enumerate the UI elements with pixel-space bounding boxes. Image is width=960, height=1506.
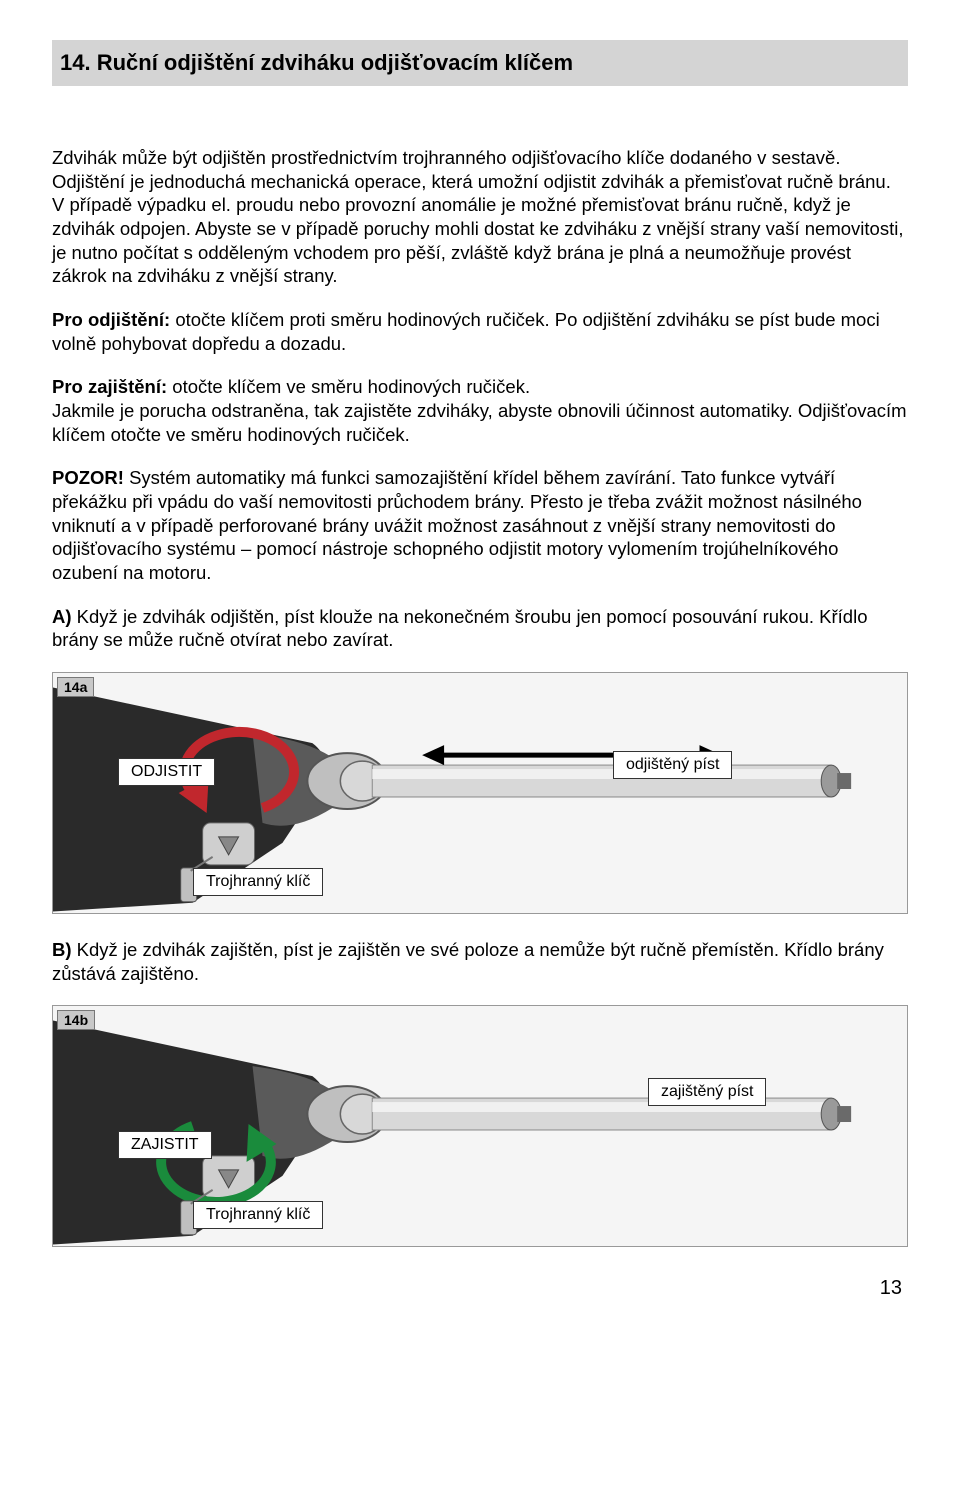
paragraph-warning: POZOR! Systém automatiky má funkci samoz… — [52, 466, 908, 584]
paragraph-b: B) Když je zdvihák zajištěn, píst je zaj… — [52, 938, 908, 985]
paragraph-a: A) Když je zdvihák odjištěn, píst klouže… — [52, 605, 908, 652]
paragraph-lock: Pro zajištění: otočte klíčem ve směru ho… — [52, 375, 908, 446]
paragraph-1: Zdvihák může být odjištěn prostřednictví… — [52, 146, 908, 288]
page-number: 13 — [52, 1277, 908, 1300]
a-label: A) — [52, 606, 72, 627]
b-label: B) — [52, 939, 72, 960]
callout-14b-piston: zajištěný píst — [648, 1078, 766, 1106]
figure-14b-number: 14b — [57, 1010, 95, 1030]
lock-label: Pro zajištění: — [52, 376, 167, 397]
callout-14b-key: Trojhranný klíč — [193, 1201, 323, 1229]
callout-14b-action: ZAJISTIT — [118, 1131, 212, 1159]
callout-14a-key: Trojhranný klíč — [193, 868, 323, 896]
callout-14a-piston: odjištěný píst — [613, 751, 732, 779]
figure-14b: 14b ZAJISTIT zajištěný píst — [52, 1005, 908, 1247]
unlock-label: Pro odjištění: — [52, 309, 170, 330]
unlock-text: otočte klíčem proti směru hodinových ruč… — [52, 309, 880, 354]
a-text: Když je zdvihák odjištěn, píst klouže na… — [52, 606, 868, 651]
figure-14a-svg — [53, 673, 907, 913]
warning-label: POZOR! — [52, 467, 124, 488]
callout-14a-action: ODJISTIT — [118, 758, 215, 786]
figure-14b-svg — [53, 1006, 907, 1246]
lock-text: otočte klíčem ve směru hodinových ručiče… — [167, 376, 530, 397]
section-header: 14. Ruční odjištění zdviháku odjišťovací… — [52, 40, 908, 86]
figure-14a: 14a ODJISTIT o — [52, 672, 908, 914]
lock-text2: Jakmile je porucha odstraněna, tak zajis… — [52, 400, 907, 445]
figure-14a-number: 14a — [57, 677, 94, 697]
paragraph-unlock: Pro odjištění: otočte klíčem proti směru… — [52, 308, 908, 355]
warning-text: Systém automatiky má funkci samozajištěn… — [52, 467, 862, 583]
b-text: Když je zdvihák zajištěn, píst je zajišt… — [52, 939, 884, 984]
